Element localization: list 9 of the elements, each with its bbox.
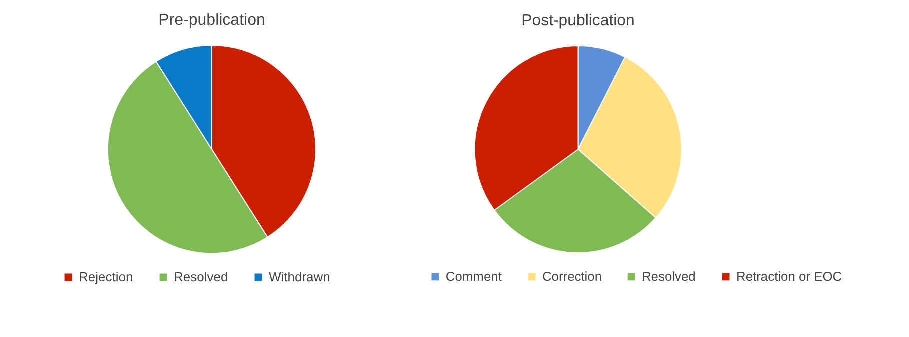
chart-title: Post-publication [522, 12, 635, 30]
chart-title: Pre-publication [158, 12, 266, 29]
legend-label: Withdrawn [269, 270, 330, 285]
legend-label: Correction [542, 268, 602, 284]
legend-label: Retraction or EOC [736, 268, 842, 284]
legend-label: Resolved [174, 270, 228, 285]
legend-label: Rejection [79, 270, 134, 285]
legend-label: Resolved [642, 268, 696, 284]
legend-label: Comment [446, 268, 502, 284]
